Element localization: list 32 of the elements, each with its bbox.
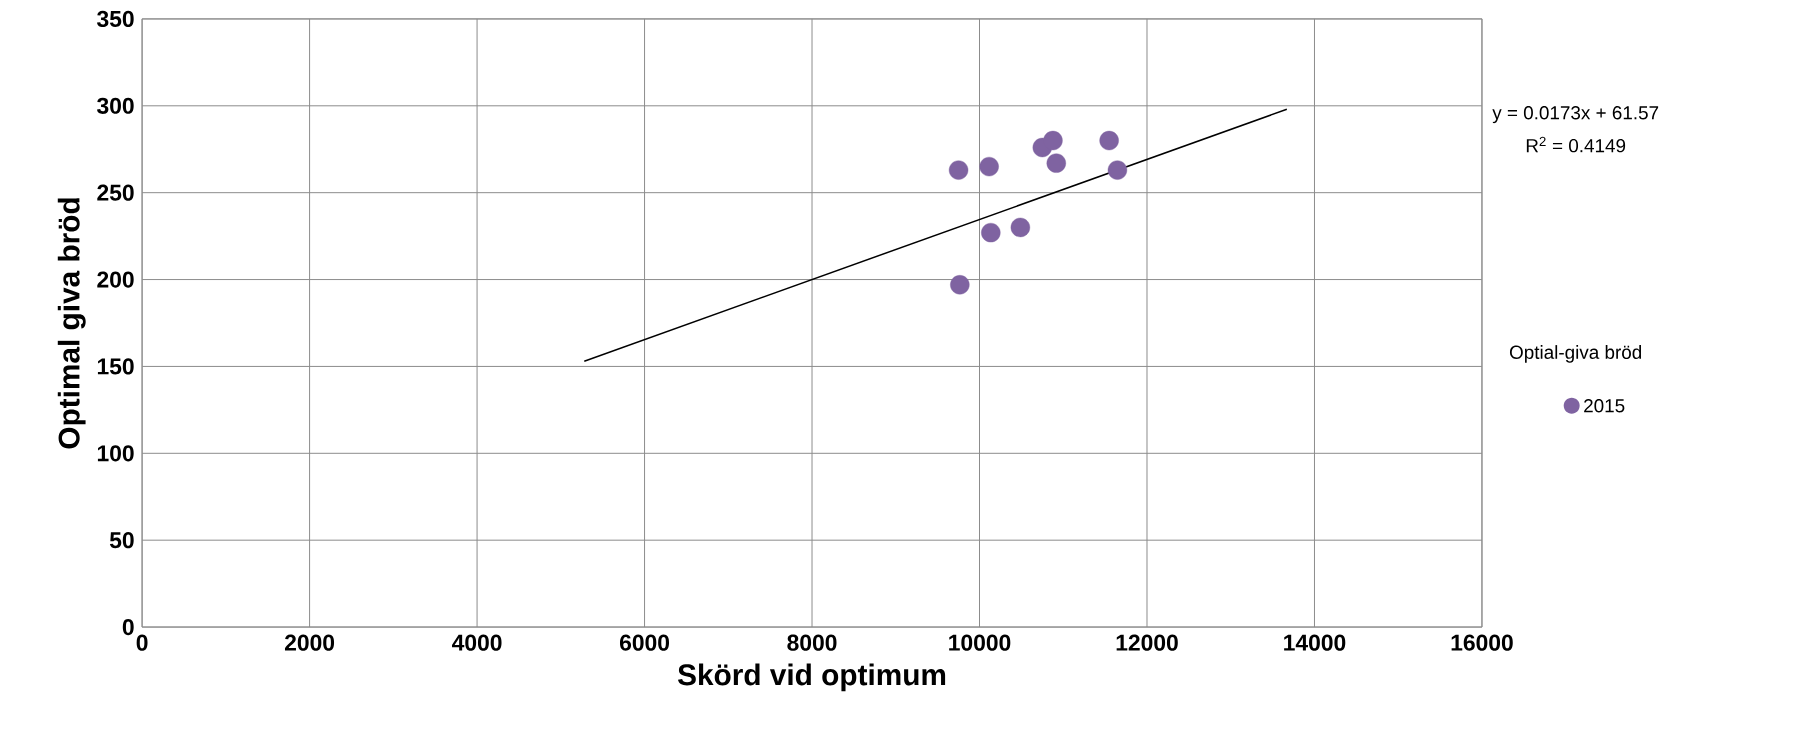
point (948, 160, 969, 180)
x-tick-label: 12000 (1116, 634, 1178, 651)
y-tick-label: 100 (97, 445, 134, 462)
y-tick-label: 50 (109, 532, 134, 549)
x-tick-label: 8000 (787, 634, 837, 651)
y-tick-label: 0 (122, 619, 134, 636)
x-tick-label: 4000 (452, 634, 502, 651)
y-tick-label: 250 (97, 184, 134, 201)
point (950, 275, 970, 295)
x-axis-title: Skörd vid optimum (677, 663, 946, 692)
text: y = 0.0173x + 61.57 (1492, 106, 1659, 124)
y-tick-label: 300 (97, 97, 134, 115)
y-tick-label: 150 (97, 358, 134, 375)
point (1107, 160, 1128, 180)
point (1043, 131, 1063, 151)
point (1099, 131, 1119, 151)
x-tick-label: 6000 (619, 634, 670, 651)
legend-title: Optial-giva bröd (1509, 345, 1642, 363)
y-tick-label: 200 (97, 271, 134, 288)
text: R$^{2}$ = 0.4149 (1526, 136, 1626, 153)
point (981, 223, 1001, 243)
point (1010, 217, 1031, 238)
point (1046, 153, 1066, 173)
x-tick-label: 2000 (284, 634, 335, 651)
x-tick-label: 0 (136, 634, 148, 651)
y-axis-title: Optimal giva bröd (57, 198, 86, 449)
y-tick-label: 350 (97, 10, 134, 28)
point (979, 157, 999, 177)
legend-label: 2015 (1584, 399, 1625, 413)
x-tick-label: 14000 (1284, 634, 1346, 651)
x-tick-label: 16000 (1451, 634, 1513, 651)
x-tick-label: 10000 (949, 634, 1011, 651)
